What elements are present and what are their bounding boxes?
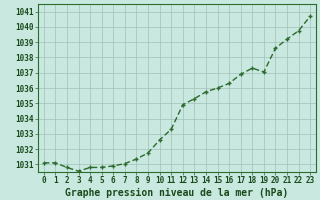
X-axis label: Graphe pression niveau de la mer (hPa): Graphe pression niveau de la mer (hPa) [65, 188, 289, 198]
